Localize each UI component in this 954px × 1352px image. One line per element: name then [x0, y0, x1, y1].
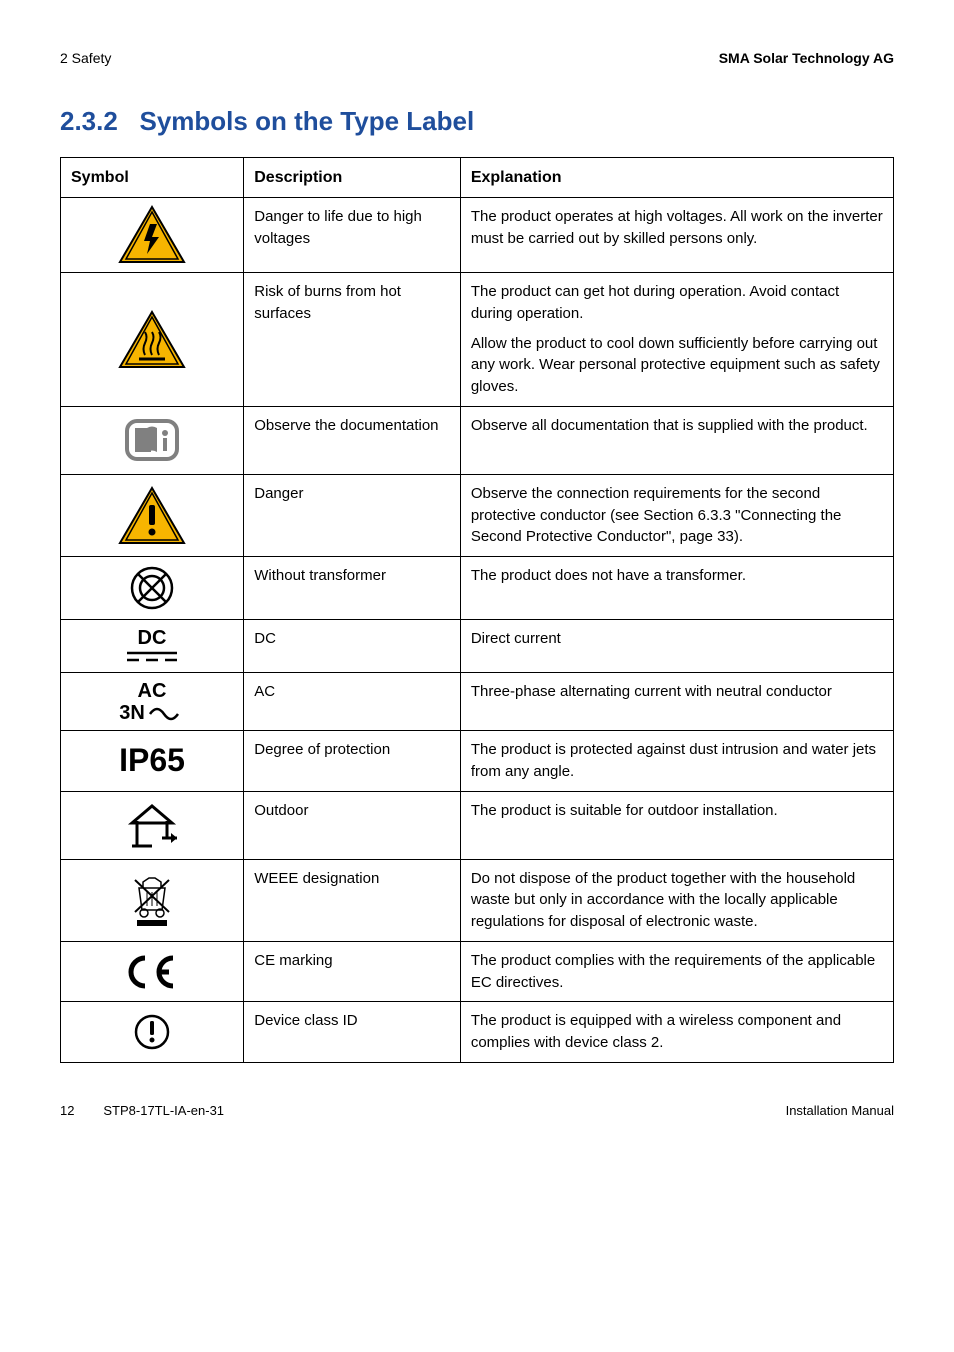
desc-cell: CE marking	[244, 941, 461, 1002]
header-left: 2 Safety	[60, 50, 111, 66]
desc-cell: Observe the documentation	[244, 406, 461, 474]
device-class-icon	[132, 1012, 172, 1052]
ip65-icon: IP65	[92, 741, 212, 781]
symbol-cell	[61, 273, 244, 407]
symbols-table: Symbol Description Explanation Danger to…	[60, 157, 894, 1063]
expl-cell: The product is suitable for outdoor inst…	[460, 791, 893, 859]
th-symbol: Symbol	[61, 158, 244, 198]
expl-cell: Do not dispose of the product together w…	[460, 859, 893, 941]
symbol-cell	[61, 791, 244, 859]
expl-cell: Observe all documentation that is suppli…	[460, 406, 893, 474]
svg-text:AC: AC	[138, 680, 167, 702]
table-row: DC DC Direct current	[61, 620, 894, 673]
table-row: WEEE designation Do not dispose of the p…	[61, 859, 894, 941]
table-row: Risk of burns from hot surfaces The prod…	[61, 273, 894, 407]
header-right: SMA Solar Technology AG	[719, 50, 894, 66]
th-explanation: Explanation	[460, 158, 893, 198]
section-number: 2.3.2	[60, 106, 118, 136]
symbol-cell: DC	[61, 620, 244, 673]
weee-icon	[127, 870, 177, 930]
table-row: Device class ID The product is equipped …	[61, 1002, 894, 1063]
page-footer: 12 STP8-17TL-IA-en-31 Installation Manua…	[60, 1103, 894, 1118]
table-row: Without transformer The product does not…	[61, 557, 894, 620]
bolt-triangle-icon	[117, 204, 187, 266]
symbol-cell: AC 3N	[61, 673, 244, 731]
manual-icon	[117, 413, 187, 468]
expl-cell: The product does not have a transformer.	[460, 557, 893, 620]
footer-page: 12	[60, 1103, 74, 1118]
expl-cell: Observe the connection requirements for …	[460, 474, 893, 556]
footer-right: Installation Manual	[786, 1103, 894, 1118]
desc-cell: Degree of protection	[244, 731, 461, 792]
expl-cell: The product is equipped with a wireless …	[460, 1002, 893, 1063]
danger-excl-icon	[117, 485, 187, 547]
hot-surface-icon	[117, 309, 187, 371]
table-row: CE marking The product complies with the…	[61, 941, 894, 1002]
expl-cell: The product complies with the requiremen…	[460, 941, 893, 1002]
desc-cell: Without transformer	[244, 557, 461, 620]
ac-icon: AC 3N	[102, 679, 202, 724]
table-row: IP65 Degree of protection The product is…	[61, 731, 894, 792]
svg-text:DC: DC	[138, 627, 167, 649]
symbol-cell: IP65	[61, 731, 244, 792]
symbol-cell	[61, 406, 244, 474]
desc-cell: Device class ID	[244, 1002, 461, 1063]
svg-text:3N: 3N	[119, 702, 145, 724]
symbol-cell	[61, 859, 244, 941]
section-heading: Symbols on the Type Label	[140, 106, 475, 136]
symbol-cell	[61, 198, 244, 273]
desc-cell: DC	[244, 620, 461, 673]
symbol-cell	[61, 941, 244, 1002]
desc-cell: Risk of burns from hot surfaces	[244, 273, 461, 407]
table-row: AC 3N AC Three-phase alternating current…	[61, 673, 894, 731]
outdoor-icon	[122, 798, 182, 853]
th-description: Description	[244, 158, 461, 198]
expl-cell: The product can get hot during operation…	[460, 273, 893, 407]
expl-p1: The product can get hot during operation…	[471, 281, 883, 325]
expl-cell: The product is protected against dust in…	[460, 731, 893, 792]
svg-text:IP65: IP65	[119, 742, 185, 778]
desc-cell: Danger to life due to high voltages	[244, 198, 461, 273]
no-transformer-icon	[127, 563, 177, 613]
table-row: Danger Observe the connection requiremen…	[61, 474, 894, 556]
desc-cell: WEEE designation	[244, 859, 461, 941]
desc-cell: Outdoor	[244, 791, 461, 859]
expl-p2: Allow the product to cool down sufficien…	[471, 333, 883, 398]
symbol-cell	[61, 557, 244, 620]
expl-cell: The product operates at high voltages. A…	[460, 198, 893, 273]
ce-icon	[117, 952, 187, 992]
expl-cell: Direct current	[460, 620, 893, 673]
symbol-cell	[61, 474, 244, 556]
page-header: 2 Safety SMA Solar Technology AG	[60, 50, 894, 66]
footer-code: STP8-17TL-IA-en-31	[103, 1103, 224, 1118]
desc-cell: AC	[244, 673, 461, 731]
table-row: Danger to life due to high voltages The …	[61, 198, 894, 273]
dc-icon: DC	[112, 626, 192, 666]
expl-cell: Three-phase alternating current with neu…	[460, 673, 893, 731]
desc-cell: Danger	[244, 474, 461, 556]
table-row: Outdoor The product is suitable for outd…	[61, 791, 894, 859]
section-title: 2.3.2 Symbols on the Type Label	[60, 106, 894, 137]
table-row: Observe the documentation Observe all do…	[61, 406, 894, 474]
table-header-row: Symbol Description Explanation	[61, 158, 894, 198]
symbol-cell	[61, 1002, 244, 1063]
